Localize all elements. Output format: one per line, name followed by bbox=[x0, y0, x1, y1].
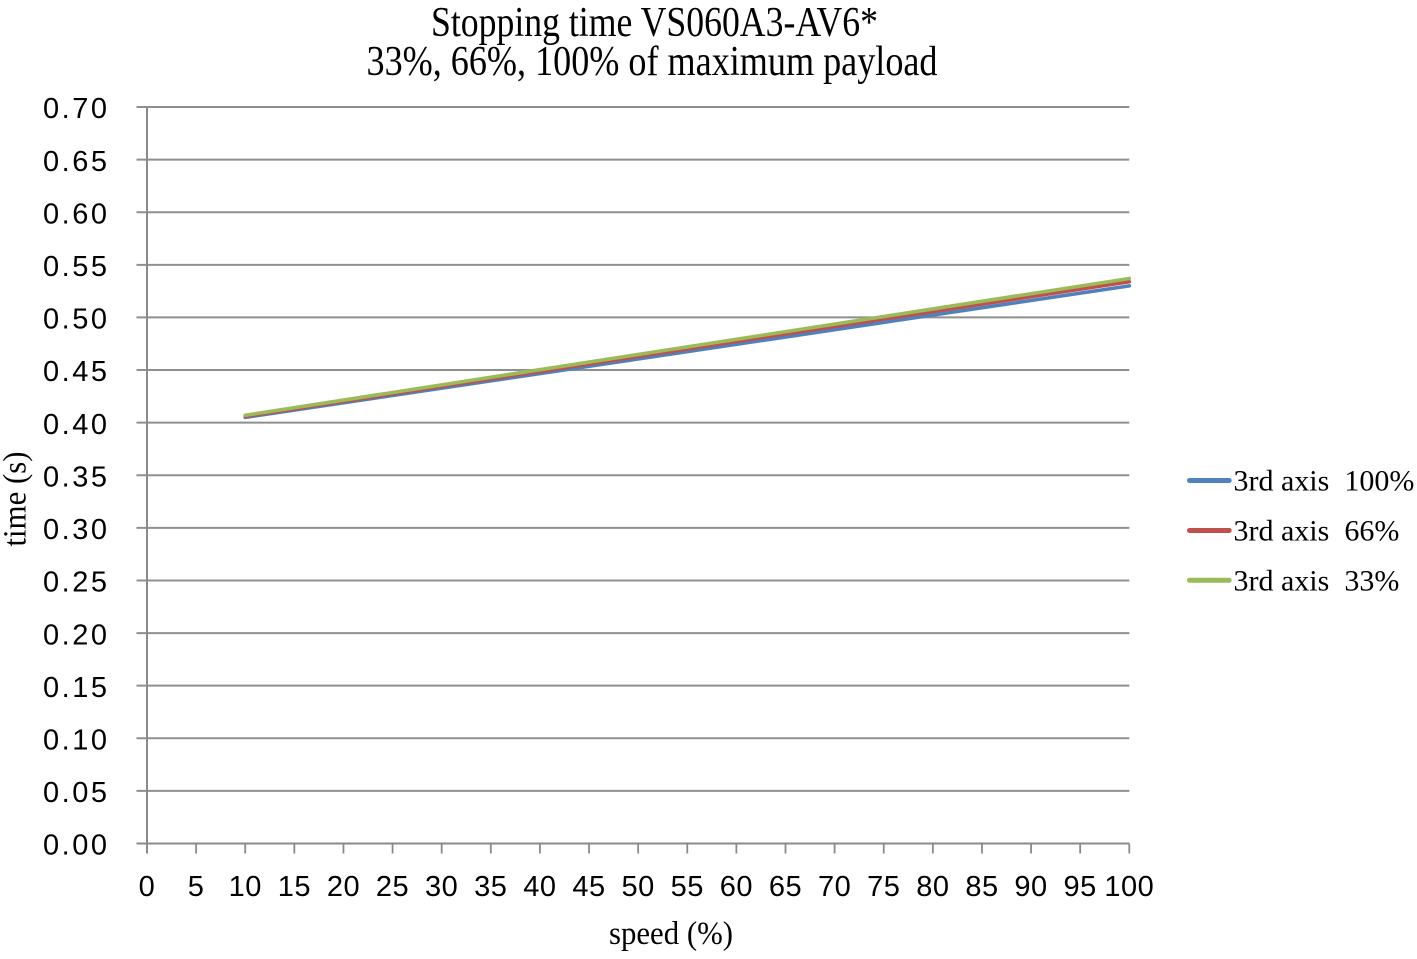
svg-text:20: 20 bbox=[327, 871, 360, 903]
svg-text:70: 70 bbox=[818, 871, 851, 903]
svg-text:40: 40 bbox=[523, 871, 556, 903]
svg-text:75: 75 bbox=[867, 871, 900, 903]
svg-text:0.65: 0.65 bbox=[43, 146, 109, 178]
svg-text:65: 65 bbox=[769, 871, 802, 903]
svg-text:0.15: 0.15 bbox=[43, 672, 109, 704]
svg-text:5: 5 bbox=[188, 871, 205, 903]
svg-text:25: 25 bbox=[376, 871, 409, 903]
svg-text:0.55: 0.55 bbox=[43, 251, 109, 283]
svg-text:0.70: 0.70 bbox=[43, 93, 109, 125]
svg-text:33%, 66%, 100% of maximum payl: 33%, 66%, 100% of maximum payload bbox=[367, 39, 938, 85]
svg-text:speed (%): speed (%) bbox=[609, 916, 733, 952]
svg-text:15: 15 bbox=[278, 871, 311, 903]
svg-text:0.50: 0.50 bbox=[43, 304, 109, 336]
svg-text:95: 95 bbox=[1064, 871, 1097, 903]
svg-text:0.60: 0.60 bbox=[43, 198, 109, 230]
svg-text:Stopping time VS060A3-AV6*: Stopping time VS060A3-AV6* bbox=[431, 0, 878, 46]
svg-text:0.00: 0.00 bbox=[43, 830, 109, 862]
svg-text:10: 10 bbox=[229, 871, 262, 903]
svg-text:3rd axis 66%: 3rd axis 66% bbox=[1234, 515, 1400, 548]
svg-text:80: 80 bbox=[916, 871, 949, 903]
svg-text:50: 50 bbox=[622, 871, 655, 903]
svg-text:0.45: 0.45 bbox=[43, 356, 109, 388]
svg-text:0.40: 0.40 bbox=[43, 409, 109, 441]
svg-text:0.35: 0.35 bbox=[43, 461, 109, 493]
svg-text:0.10: 0.10 bbox=[43, 724, 109, 756]
svg-text:time (s): time (s) bbox=[0, 452, 34, 547]
svg-text:0.20: 0.20 bbox=[43, 619, 109, 651]
svg-text:0.30: 0.30 bbox=[43, 514, 109, 546]
svg-text:0: 0 bbox=[139, 871, 156, 903]
svg-text:30: 30 bbox=[425, 871, 458, 903]
svg-text:0.05: 0.05 bbox=[43, 777, 109, 809]
svg-text:35: 35 bbox=[474, 871, 507, 903]
svg-text:0.25: 0.25 bbox=[43, 567, 109, 599]
svg-text:3rd axis 100%: 3rd axis 100% bbox=[1234, 465, 1415, 498]
svg-text:55: 55 bbox=[671, 871, 704, 903]
svg-text:85: 85 bbox=[965, 871, 998, 903]
svg-text:90: 90 bbox=[1014, 871, 1047, 903]
svg-text:100: 100 bbox=[1104, 871, 1154, 903]
svg-text:45: 45 bbox=[572, 871, 605, 903]
svg-text:3rd axis 33%: 3rd axis 33% bbox=[1234, 564, 1400, 597]
svg-text:60: 60 bbox=[720, 871, 753, 903]
